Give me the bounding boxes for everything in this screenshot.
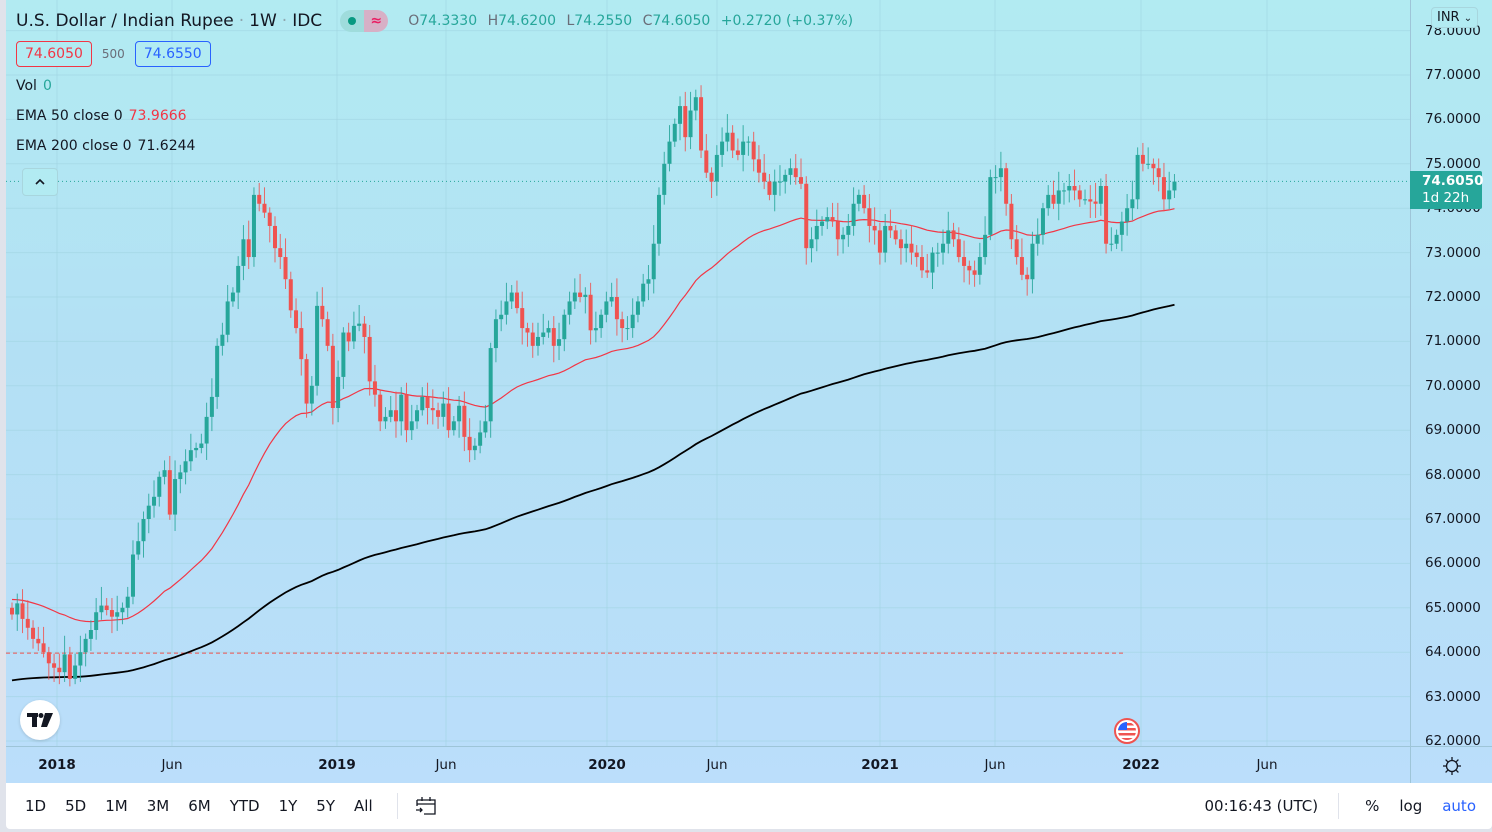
chart-legend: U.S. Dollar / Indian Rupee · 1W · IDC ≈ …: [16, 8, 853, 161]
price-tick-label: 67.0000: [1425, 511, 1481, 527]
price-tick-label: 64.0000: [1425, 644, 1481, 661]
indicator-value: 73.9666: [128, 108, 187, 124]
us-flag-event-icon[interactable]: [1114, 718, 1140, 748]
left-edge: [0, 0, 6, 832]
range-3m-button[interactable]: 3M: [146, 797, 170, 815]
buy-button[interactable]: 74.6550: [134, 41, 211, 67]
price-tick-label: 71.0000: [1425, 333, 1481, 350]
data-delay-icon[interactable]: ≈: [364, 10, 389, 32]
currency-selector[interactable]: INR ⌄: [1431, 7, 1479, 28]
price-tick-label: 65.0000: [1425, 599, 1481, 616]
range-5d-button[interactable]: 5D: [65, 797, 87, 815]
time-tick-label: 2022: [1122, 757, 1160, 773]
plot-pane[interactable]: U.S. Dollar / Indian Rupee · 1W · IDC ≈ …: [6, 0, 1410, 746]
price-tick-label: 68.0000: [1425, 466, 1481, 483]
time-tick-label: Jun: [1256, 757, 1278, 773]
price-tick-label: 77.0000: [1425, 67, 1481, 83]
chevron-down-icon: ⌄: [1463, 13, 1473, 24]
time-tick-label: 2020: [588, 757, 626, 773]
auto-scale-toggle[interactable]: auto: [1442, 797, 1476, 815]
range-all-button[interactable]: All: [354, 797, 373, 815]
close-value: 74.6050: [652, 13, 711, 29]
indicator-label: Vol: [16, 78, 37, 94]
market-status-pill[interactable]: ≈: [340, 10, 389, 32]
range-1y-button[interactable]: 1Y: [278, 797, 298, 815]
time-tick-label: 2018: [38, 757, 76, 773]
price-tick-label: 72.0000: [1425, 289, 1481, 305]
range-ytd-button[interactable]: YTD: [229, 797, 260, 815]
high-value: 74.6200: [498, 13, 557, 29]
interval[interactable]: 1W: [249, 11, 277, 31]
indicator-value: 71.6244: [137, 138, 196, 154]
price-tick-label: 66.0000: [1425, 555, 1481, 572]
open-key: O: [408, 13, 420, 29]
spread: 500: [101, 47, 125, 61]
price-axis[interactable]: INR ⌄ 78.000077.000076.000075.000074.000…: [1410, 0, 1492, 749]
time-tick-label: 2019: [318, 757, 356, 773]
percent-scale-toggle[interactable]: %: [1365, 797, 1380, 815]
exchange: IDC: [292, 11, 323, 31]
collapse-legend-button[interactable]: [22, 168, 58, 196]
market-open-icon[interactable]: [340, 10, 365, 32]
range-1m-button[interactable]: 1M: [105, 797, 128, 815]
price-tick-label: 70.0000: [1425, 377, 1481, 394]
indicator-ema50[interactable]: EMA 50 close 0 73.9666: [16, 101, 853, 131]
indicator-label: EMA 200 close 0: [16, 138, 132, 154]
divider: [1338, 793, 1340, 819]
price-tick-label: 76.0000: [1425, 111, 1481, 128]
divider: [396, 793, 398, 819]
ohlc-values: O74.3330 H74.6200 L74.2550 C74.6050 +0.2…: [408, 13, 853, 29]
range-6m-button[interactable]: 6M: [188, 797, 211, 815]
clock-timezone[interactable]: 00:16:43 (UTC): [1204, 797, 1319, 815]
separator: ·: [238, 11, 245, 31]
bar-countdown: 1d 22h: [1422, 190, 1470, 206]
time-tick-label: Jun: [435, 757, 457, 773]
range-1d-button[interactable]: 1D: [25, 797, 47, 815]
bottom-toolbar: 1D 5D 1M 3M 6M YTD 1Y 5Y All 00:16:43 (U…: [6, 783, 1492, 829]
price-tick-label: 73.0000: [1425, 244, 1481, 261]
sell-button[interactable]: 74.6050: [16, 41, 92, 67]
low-key: L: [566, 13, 575, 29]
tv-logo-icon: [27, 713, 53, 727]
price-chart[interactable]: [6, 0, 1410, 746]
tradingview-logo[interactable]: [20, 700, 60, 740]
price-tick-label: 63.0000: [1425, 688, 1481, 705]
log-scale-toggle[interactable]: log: [1399, 797, 1423, 815]
indicator-ema200[interactable]: EMA 200 close 0 71.6244: [16, 131, 853, 161]
time-tick-label: Jun: [706, 757, 728, 773]
price-tick-label: 62.0000: [1425, 733, 1481, 749]
time-tick-label: Jun: [984, 757, 1006, 773]
high-key: H: [487, 13, 499, 29]
change-value: +0.2720 (+0.37%): [720, 13, 854, 29]
symbol-name[interactable]: U.S. Dollar / Indian Rupee: [16, 11, 234, 31]
indicator-value: 0: [42, 78, 52, 94]
price-tick-label: 75.0000: [1425, 155, 1481, 172]
range-5y-button[interactable]: 5Y: [316, 797, 336, 815]
chart-area[interactable]: U.S. Dollar / Indian Rupee · 1W · IDC ≈ …: [6, 0, 1492, 784]
open-value: 74.3330: [419, 13, 478, 29]
separator: ·: [281, 11, 288, 31]
low-value: 74.2550: [574, 13, 633, 29]
close-key: C: [642, 13, 653, 29]
currency-label: INR: [1437, 10, 1460, 25]
calendar-goto-icon: [415, 797, 436, 815]
indicator-label: EMA 50 close 0: [16, 108, 123, 124]
indicator-volume[interactable]: Vol 0: [16, 71, 853, 101]
last-price-value: 74.6050: [1422, 173, 1484, 189]
chart-settings-button[interactable]: [1410, 746, 1492, 784]
time-tick-label: Jun: [161, 757, 183, 773]
last-price-label: 74.6050 1d 22h: [1410, 171, 1484, 209]
gear-icon: [1443, 756, 1461, 775]
go-to-date-button[interactable]: [414, 795, 438, 817]
chevron-up-icon: [35, 178, 45, 185]
price-tick-label: 69.0000: [1425, 422, 1481, 439]
time-tick-label: 2021: [861, 757, 899, 773]
time-axis[interactable]: 2018 Jun 2019 Jun 2020 Jun 2021 Jun 2022 Jun: [6, 746, 1410, 784]
